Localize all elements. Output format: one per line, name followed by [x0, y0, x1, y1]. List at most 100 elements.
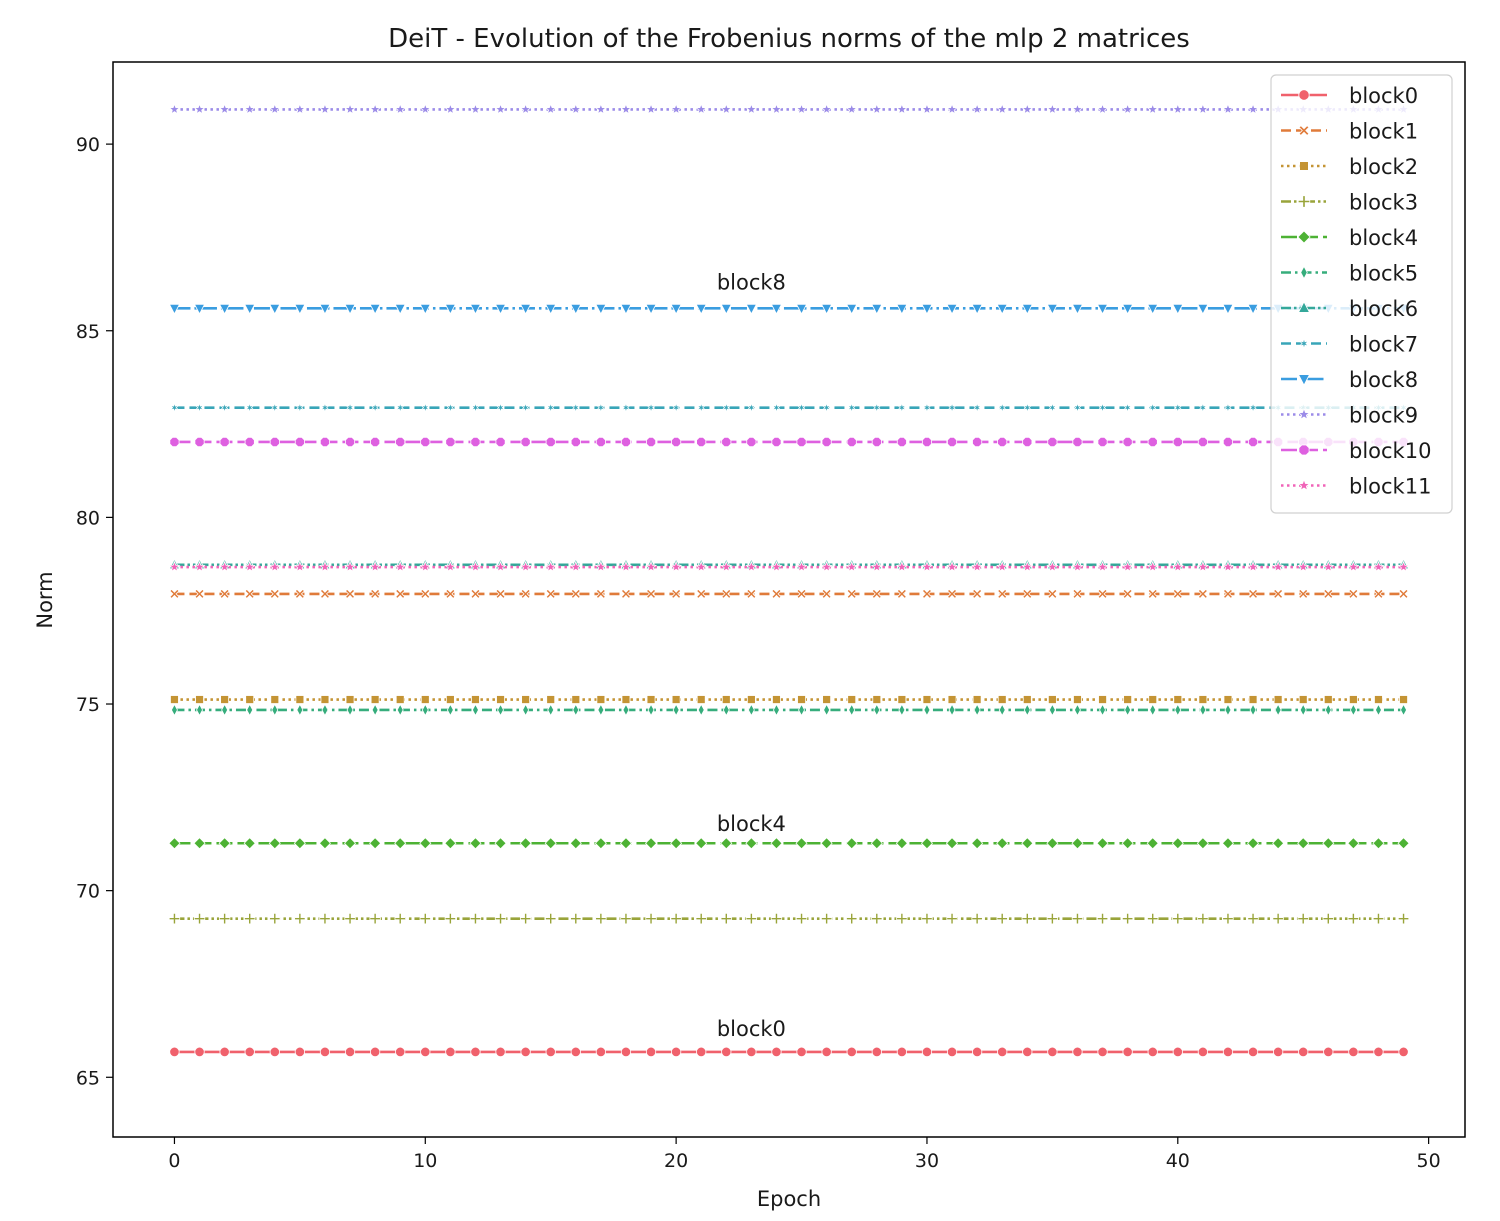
data-point-block11	[920, 560, 934, 573]
data-point-block4	[419, 837, 432, 850]
data-point-block11	[945, 560, 959, 573]
data-point-block1	[1222, 588, 1234, 599]
data-point-block4	[544, 837, 557, 850]
legend-box	[1270, 74, 1453, 514]
legend-marker	[1298, 444, 1310, 456]
data-point-block3	[770, 912, 783, 925]
data-point-block4	[444, 837, 457, 850]
data-point-block3	[244, 912, 256, 925]
data-point-block0	[846, 1046, 857, 1058]
data-point-block0	[369, 1046, 381, 1058]
data-point-block11	[895, 560, 908, 573]
data-point-block1	[1348, 588, 1359, 599]
data-point-block9	[544, 103, 557, 115]
data-point-block1	[194, 588, 205, 599]
data-point-block0	[420, 1046, 431, 1058]
data-point-block1	[1298, 588, 1309, 599]
data-point-block1	[645, 588, 657, 599]
data-point-block1	[319, 588, 331, 599]
data-point-block4	[644, 837, 658, 850]
data-point-block11	[369, 560, 382, 573]
data-point-block5	[647, 703, 655, 717]
data-point-block10	[1222, 436, 1233, 448]
data-point-block3	[795, 912, 808, 925]
data-point-block7	[1072, 401, 1083, 414]
legend-marker	[1297, 407, 1311, 421]
data-point-block8	[745, 303, 758, 315]
data-point-block1	[1022, 588, 1033, 599]
data-point-block8	[444, 303, 457, 315]
data-point-block7	[1122, 401, 1134, 414]
data-point-block1	[1097, 588, 1108, 599]
series-layer	[168, 103, 1410, 1058]
data-point-block10	[495, 436, 506, 448]
legend-marker	[1299, 161, 1309, 171]
data-point-block11	[318, 560, 332, 573]
data-point-block9	[343, 103, 357, 115]
data-point-block0	[344, 1046, 356, 1058]
data-point-block3	[1172, 912, 1184, 925]
data-point-block0	[620, 1046, 632, 1058]
data-point-block10	[620, 436, 631, 448]
data-point-block3	[494, 912, 507, 925]
data-point-block8	[871, 303, 883, 315]
data-point-block1	[420, 588, 431, 599]
data-point-block1	[1122, 588, 1133, 599]
data-point-block0	[746, 1046, 757, 1058]
data-point-block1	[294, 588, 305, 599]
series-block2	[170, 695, 1408, 704]
data-point-block11	[394, 560, 407, 573]
data-point-block9	[1121, 103, 1134, 115]
data-point-block5	[497, 703, 504, 717]
data-point-block8	[344, 303, 356, 315]
data-point-block0	[670, 1046, 682, 1058]
data-point-block3	[720, 912, 732, 925]
data-point-block2	[345, 695, 355, 704]
data-point-block3	[1121, 912, 1134, 925]
data-point-block0	[1247, 1046, 1259, 1058]
data-point-block7	[921, 401, 933, 414]
data-point-block11	[644, 560, 658, 573]
x-tick-label: 30	[915, 1150, 939, 1172]
data-point-block7	[695, 401, 707, 414]
data-point-block11	[720, 560, 733, 573]
data-point-block1	[620, 588, 632, 599]
data-point-block1	[1072, 588, 1083, 599]
data-point-block8	[645, 303, 657, 315]
data-point-block2	[1223, 695, 1233, 704]
data-point-block5	[973, 703, 981, 717]
data-point-block4	[1372, 837, 1385, 850]
data-point-block10	[420, 436, 431, 448]
data-point-block7	[821, 401, 833, 414]
data-point-block9	[720, 103, 733, 115]
data-point-block7	[1046, 401, 1058, 414]
data-point-block9	[1196, 103, 1209, 115]
data-point-block10	[1147, 436, 1158, 448]
data-point-block9	[1221, 103, 1235, 115]
data-point-block11	[193, 560, 206, 573]
data-point-block9	[644, 103, 658, 115]
data-point-block2	[1198, 695, 1208, 704]
data-point-block2	[922, 695, 932, 704]
data-point-block0	[821, 1046, 832, 1058]
data-point-block11	[1372, 560, 1385, 573]
data-point-block2	[646, 695, 656, 704]
data-point-block4	[845, 837, 858, 850]
data-point-block8	[1046, 303, 1059, 315]
data-point-block9	[1071, 103, 1084, 115]
data-point-block7	[169, 401, 180, 414]
data-point-block2	[546, 695, 556, 704]
data-point-block11	[444, 560, 457, 573]
data-point-block8	[720, 303, 732, 315]
data-point-block10	[721, 436, 732, 448]
data-point-block0	[169, 1046, 180, 1058]
data-point-block3	[269, 912, 281, 925]
data-point-block9	[770, 103, 783, 115]
data-point-block1	[946, 588, 958, 599]
data-point-block2	[270, 695, 280, 704]
data-point-block8	[1247, 303, 1259, 315]
data-point-block8	[896, 303, 908, 315]
data-point-block4	[695, 837, 708, 850]
data-point-block2	[671, 695, 681, 704]
data-point-block3	[846, 912, 858, 925]
